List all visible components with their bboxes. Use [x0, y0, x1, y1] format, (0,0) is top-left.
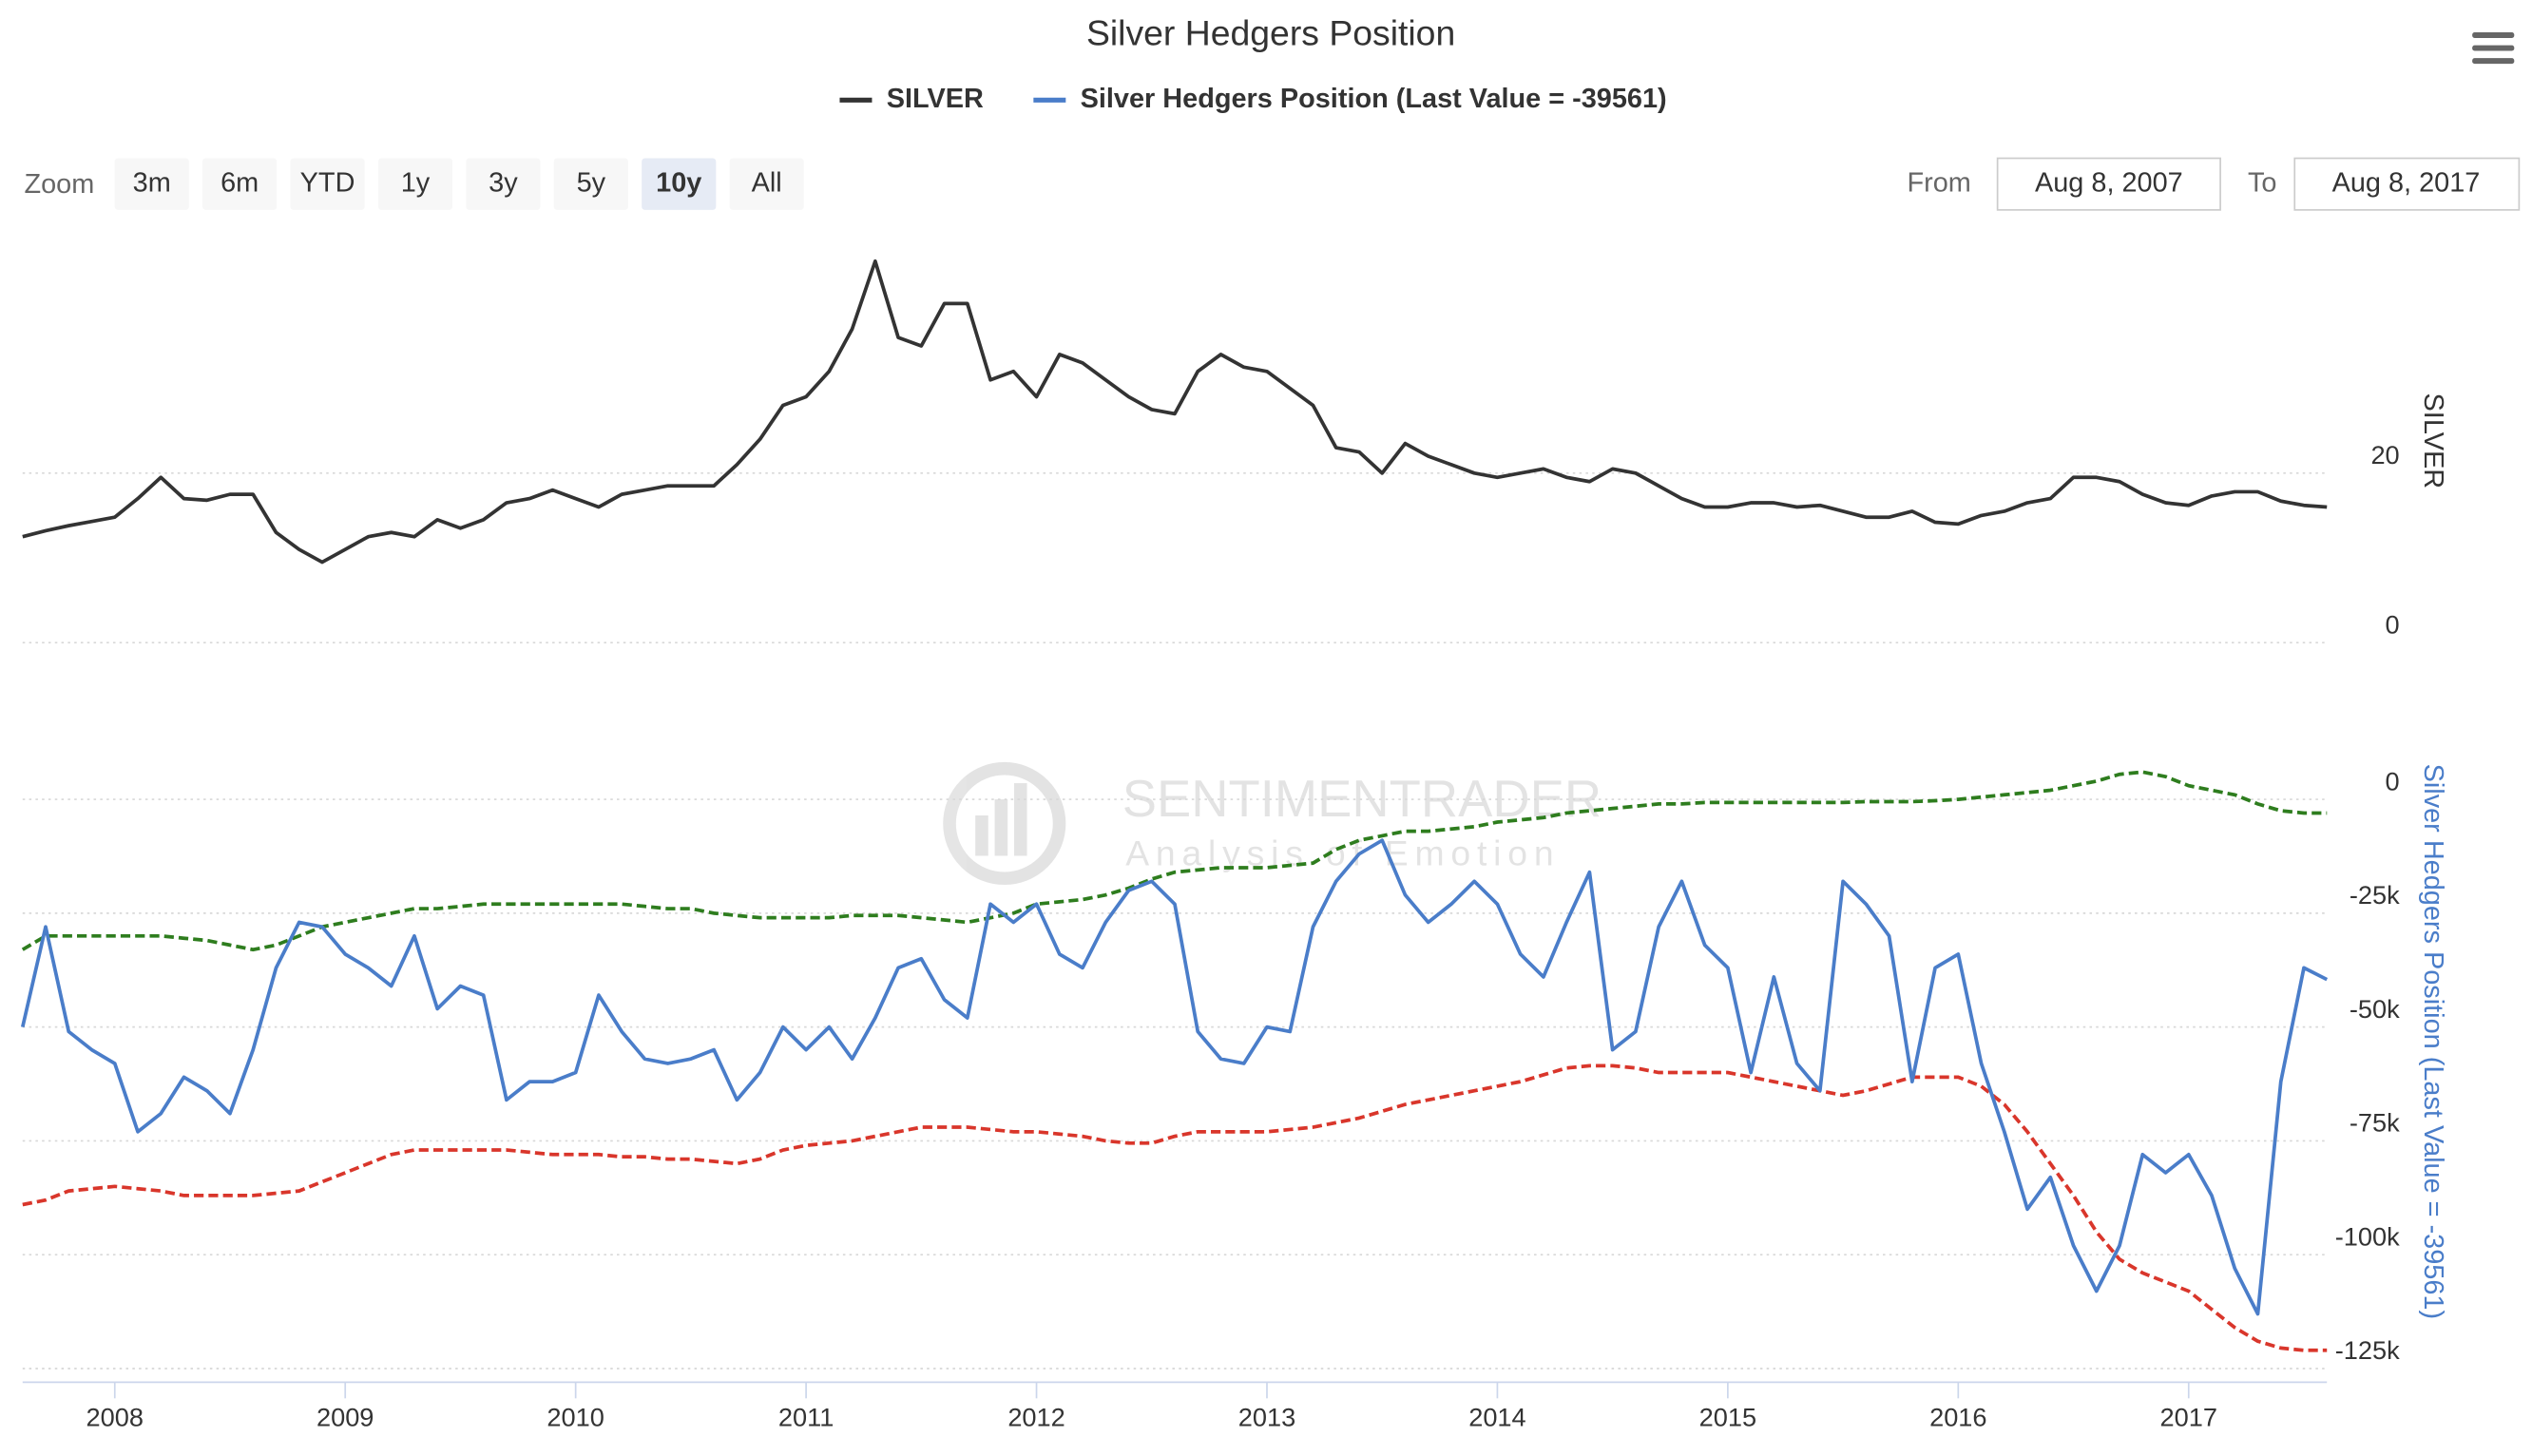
menu-bar	[2472, 45, 2515, 51]
y-tick-label: 0	[2386, 609, 2400, 639]
y-tick-label: 0	[2386, 766, 2400, 795]
y-axis-title: SILVER	[2418, 393, 2448, 489]
menu-bar	[2472, 31, 2515, 38]
zoom-button[interactable]	[377, 158, 453, 210]
to-input[interactable]	[2293, 157, 2521, 211]
zoom-button[interactable]	[290, 158, 365, 210]
menu-button[interactable]	[2467, 29, 2517, 68]
watermark-logo	[994, 799, 1008, 856]
zoom-button-label[interactable]: All	[752, 167, 782, 198]
y-axis-title: Silver Hedgers Position (Last Value = -3…	[2418, 764, 2448, 1320]
series-line	[20, 838, 2329, 1316]
y-tick-label: -50k	[2350, 994, 2400, 1024]
zoom-label: Zoom	[24, 169, 94, 200]
x-tick-label: 2017	[2160, 1403, 2217, 1432]
zoom-button[interactable]	[202, 158, 278, 210]
zoom-button[interactable]	[553, 158, 628, 210]
zoom-button[interactable]	[114, 158, 189, 210]
to-label: To	[2248, 167, 2277, 198]
legend-label[interactable]: Silver Hedgers Position (Last Value = -3…	[1081, 84, 1667, 114]
zoom-button-label[interactable]: 1y	[401, 167, 431, 198]
y-tick-label: 20	[2370, 440, 2399, 469]
from-date[interactable]: Aug 8, 2007	[2035, 167, 2183, 198]
zoom-button-label[interactable]: 5y	[577, 167, 606, 198]
x-tick-label: 2008	[86, 1403, 144, 1432]
series-line	[22, 259, 2328, 565]
x-tick-label: 2010	[547, 1403, 604, 1432]
x-tick-label: 2011	[778, 1403, 834, 1432]
x-tick-label: 2016	[1929, 1403, 1986, 1432]
zoom-button-label[interactable]: 10y	[656, 167, 701, 198]
x-tick-label: 2012	[1007, 1403, 1065, 1432]
watermark-subtitle: Analysis of Emotion	[1125, 833, 1560, 872]
watermark-logo	[943, 761, 1066, 886]
x-tick-label: 2013	[1238, 1403, 1295, 1432]
watermark-logo	[1013, 783, 1027, 856]
x-tick-label: 2014	[1468, 1403, 1525, 1432]
menu-bar	[2472, 58, 2515, 65]
y-tick-label: -125k	[2335, 1335, 2400, 1365]
to-date[interactable]: Aug 8, 2017	[2332, 167, 2481, 198]
from-label: From	[1907, 167, 1970, 198]
legend-label[interactable]: SILVER	[887, 84, 984, 114]
y-tick-label: -100k	[2335, 1221, 2400, 1251]
zoom-button-label[interactable]: YTD	[300, 167, 355, 198]
x-tick-label: 2015	[1699, 1403, 1756, 1432]
y-tick-label: -25k	[2350, 880, 2400, 910]
watermark-logo	[975, 814, 988, 856]
band-line	[21, 770, 2328, 952]
zoom-button-label[interactable]: 3y	[489, 167, 518, 198]
zoom-button-label[interactable]: 3m	[133, 167, 171, 198]
zoom-button[interactable]	[642, 158, 717, 210]
zoom-button[interactable]	[729, 158, 804, 210]
zoom-button[interactable]	[466, 158, 541, 210]
y-tick-label: -75k	[2350, 1108, 2400, 1138]
zoom-button-label[interactable]: 6m	[221, 167, 259, 198]
band-line	[22, 1063, 2328, 1352]
x-tick-label: 2009	[316, 1403, 374, 1432]
chart-title: Silver Hedgers Position	[1086, 12, 1455, 52]
watermark: SENTIMENTRADER Analysis of Emotion	[943, 761, 1602, 886]
from-input[interactable]	[1996, 157, 2221, 211]
